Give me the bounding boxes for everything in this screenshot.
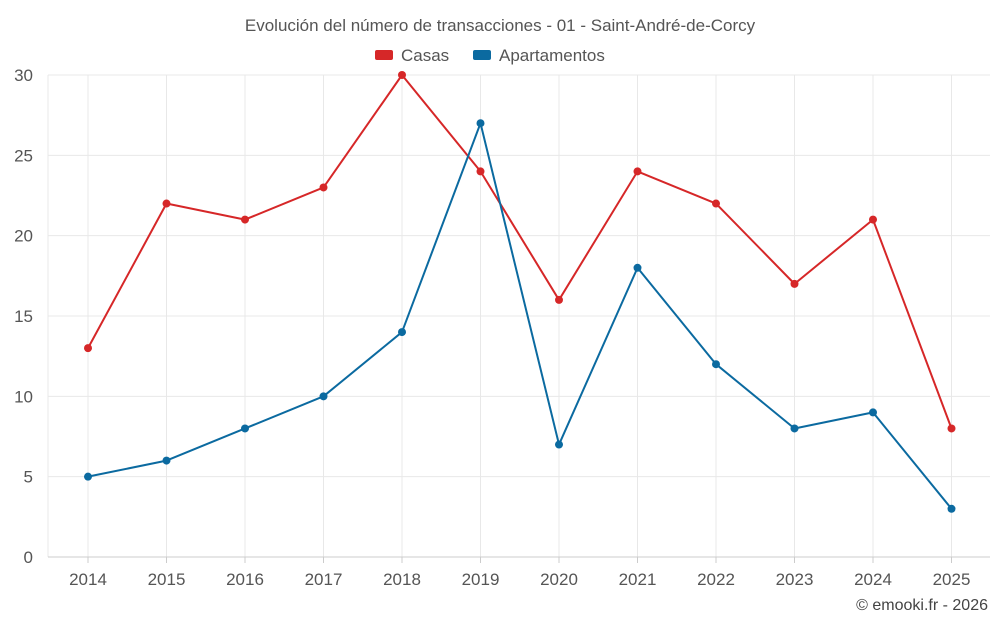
data-point[interactable] bbox=[790, 279, 799, 288]
y-tick-label: 5 bbox=[24, 468, 33, 487]
data-point[interactable] bbox=[398, 71, 406, 79]
y-tick-label: 0 bbox=[24, 548, 33, 567]
data-point[interactable] bbox=[162, 199, 171, 208]
data-point[interactable] bbox=[162, 456, 171, 465]
data-point[interactable] bbox=[476, 119, 485, 128]
legend-swatch bbox=[375, 50, 393, 60]
data-point[interactable] bbox=[869, 408, 877, 417]
grid bbox=[48, 74, 990, 557]
x-tick-label: 2020 bbox=[540, 570, 578, 589]
x-tick-label: 2021 bbox=[619, 570, 657, 589]
x-tick-label: 2025 bbox=[933, 570, 971, 589]
series-line bbox=[87, 74, 953, 429]
series-apartamentos bbox=[84, 119, 956, 513]
data-point[interactable] bbox=[633, 167, 642, 176]
series-casas bbox=[84, 71, 956, 433]
data-point[interactable] bbox=[398, 328, 406, 337]
legend-item-casas[interactable]: Casas bbox=[375, 46, 449, 65]
data-point[interactable] bbox=[476, 167, 485, 176]
data-point[interactable] bbox=[319, 392, 328, 401]
series-line bbox=[87, 122, 953, 510]
y-tick-label: 10 bbox=[14, 387, 33, 406]
data-point[interactable] bbox=[84, 344, 92, 353]
legend-swatch bbox=[473, 50, 491, 60]
data-point[interactable] bbox=[241, 215, 249, 224]
credit-text: © emooki.fr - 2026 bbox=[856, 597, 988, 614]
data-point[interactable] bbox=[84, 472, 92, 481]
legend: Casas Apartamentos bbox=[375, 46, 605, 65]
x-tick-label: 2018 bbox=[383, 570, 421, 589]
legend-item-apartamentos[interactable]: Apartamentos bbox=[473, 46, 605, 65]
x-tick-label: 2019 bbox=[462, 570, 500, 589]
x-tick-label: 2015 bbox=[148, 570, 186, 589]
x-tick-label: 2022 bbox=[697, 570, 735, 589]
y-tick-label: 25 bbox=[14, 146, 33, 165]
data-point[interactable] bbox=[633, 263, 642, 272]
x-tick-label: 2023 bbox=[776, 570, 814, 589]
x-tick-label: 2017 bbox=[305, 570, 343, 589]
x-tick-label: 2016 bbox=[226, 570, 264, 589]
y-tick-label: 15 bbox=[14, 307, 33, 326]
y-tick-label: 30 bbox=[14, 66, 33, 85]
data-point[interactable] bbox=[947, 424, 956, 433]
data-point[interactable] bbox=[869, 215, 877, 224]
data-point[interactable] bbox=[712, 360, 720, 369]
legend-label: Casas bbox=[401, 46, 449, 65]
data-point[interactable] bbox=[555, 295, 563, 304]
data-point[interactable] bbox=[241, 424, 249, 433]
data-point[interactable] bbox=[319, 183, 328, 192]
data-point[interactable] bbox=[790, 424, 799, 433]
x-tick-label: 2014 bbox=[69, 570, 107, 589]
series-layer bbox=[84, 71, 956, 513]
data-point[interactable] bbox=[947, 504, 956, 513]
y-tick-label: 20 bbox=[14, 227, 33, 246]
data-point[interactable] bbox=[712, 199, 720, 208]
legend-label: Apartamentos bbox=[499, 46, 605, 65]
chart-title: Evolución del número de transacciones - … bbox=[245, 16, 756, 35]
data-point[interactable] bbox=[555, 440, 563, 449]
x-tick-label: 2024 bbox=[854, 570, 892, 589]
